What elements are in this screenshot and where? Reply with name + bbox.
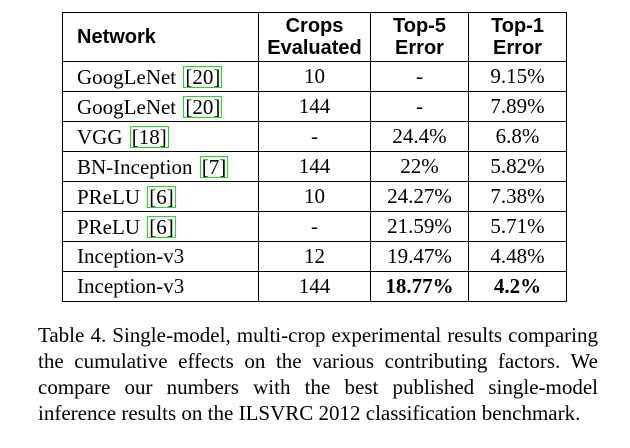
cell-crops: 10: [258, 61, 371, 92]
header-crops-line2: Evaluated: [267, 37, 362, 59]
cell-top5: -: [370, 61, 469, 92]
results-table: Network Crops Evaluated Top-5 Error Top-…: [62, 12, 567, 302]
table-row: PReLU [6] 10 24.27% 7.38%: [62, 181, 567, 212]
network-name: VGG: [77, 124, 123, 149]
cell-top5: 21.59%: [370, 211, 469, 242]
header-crops-line1: Crops: [285, 15, 344, 37]
table-row: PReLU [6] - 21.59% 5.71%: [62, 211, 567, 242]
table-row: GoogLeNet [20] 10 - 9.15%: [62, 61, 567, 92]
cell-top5: 24.27%: [370, 181, 469, 212]
table-row: Inception-v3 144 18.77% 4.2%: [62, 271, 567, 302]
table-row: VGG [18] - 24.4% 6.8%: [62, 121, 567, 152]
cell-top1: 4.48%: [468, 241, 567, 272]
cell-top5: 24.4%: [370, 121, 469, 152]
table-row: GoogLeNet [20] 144 - 7.89%: [62, 91, 567, 122]
cell-top1: 6.8%: [468, 121, 567, 152]
cell-top1: 9.15%: [468, 61, 567, 92]
cell-network: Inception-v3: [62, 241, 259, 272]
network-name: PReLU: [77, 214, 140, 239]
cell-top5: 22%: [370, 151, 469, 182]
cell-top5-best: 18.77%: [370, 271, 469, 302]
cell-crops: -: [258, 211, 371, 242]
citation-link[interactable]: [7]: [199, 154, 229, 179]
cell-network: PReLU [6]: [62, 181, 259, 212]
header-network: Network: [62, 12, 259, 62]
cell-top1: 5.71%: [468, 211, 567, 242]
cell-crops: 144: [258, 91, 371, 122]
header-top5-line2: Error: [395, 37, 444, 59]
table-row: Inception-v3 12 19.47% 4.48%: [62, 241, 567, 272]
cell-network: GoogLeNet [20]: [62, 91, 259, 122]
cell-top5: -: [370, 91, 469, 122]
cell-network: VGG [18]: [62, 121, 259, 152]
cell-crops: 144: [258, 271, 371, 302]
results-table-container: Network Crops Evaluated Top-5 Error Top-…: [62, 12, 567, 302]
citation-link[interactable]: [20]: [183, 64, 223, 89]
citation-link[interactable]: [6]: [147, 214, 176, 239]
cell-top1: 5.82%: [468, 151, 567, 182]
table-row: BN-Inception [7] 144 22% 5.82%: [62, 151, 567, 182]
header-top1-line1: Top-1: [491, 15, 544, 37]
network-name: PReLU: [77, 184, 140, 209]
cell-crops: -: [258, 121, 371, 152]
network-name: BN-Inception: [77, 154, 193, 179]
network-name: GoogLeNet: [77, 94, 177, 119]
header-top5-line1: Top-5: [393, 15, 446, 37]
header-top1-error: Top-1 Error: [468, 12, 567, 62]
header-row: Network Crops Evaluated Top-5 Error Top-…: [62, 12, 567, 62]
cell-top1-best: 4.2%: [468, 271, 567, 302]
cell-network: Inception-v3: [62, 271, 259, 302]
cell-crops: 12: [258, 241, 371, 272]
network-name: GoogLeNet: [77, 64, 177, 89]
cell-crops: 10: [258, 181, 371, 212]
header-top1-line2: Error: [493, 37, 542, 59]
citation-link[interactable]: [20]: [183, 94, 223, 119]
cell-top1: 7.38%: [468, 181, 567, 212]
citation-link[interactable]: [18]: [129, 124, 169, 149]
table-caption: Table 4. Single-model, multi-crop experi…: [38, 323, 598, 425]
cell-network: GoogLeNet [20]: [62, 61, 259, 92]
header-crops-evaluated: Crops Evaluated: [258, 12, 371, 62]
citation-link[interactable]: [6]: [147, 184, 176, 209]
header-top5-error: Top-5 Error: [370, 12, 469, 62]
cell-network: BN-Inception [7]: [62, 151, 259, 182]
cell-crops: 144: [258, 151, 371, 182]
cell-top1: 7.89%: [468, 91, 567, 122]
cell-top5: 19.47%: [370, 241, 469, 272]
cell-network: PReLU [6]: [62, 211, 259, 242]
